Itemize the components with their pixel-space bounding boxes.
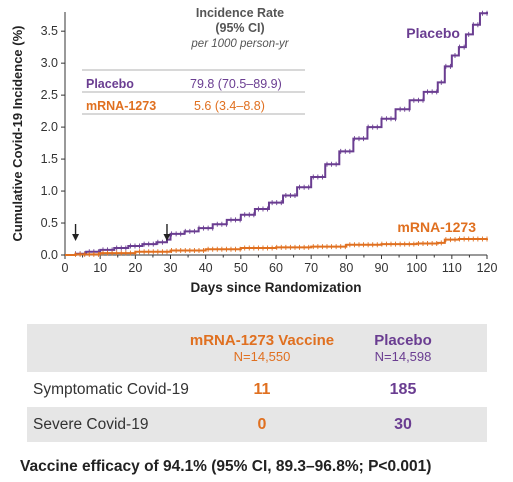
- inset-unit-note: per 1000 person-yr: [191, 38, 289, 50]
- y-tick-label: 1.5: [41, 152, 58, 166]
- summary-table-header: mRNA-1273 Vaccine N=14,550 Placebo N=14,…: [27, 324, 487, 372]
- x-tick-label: 110: [442, 261, 462, 275]
- inset-row-value-placebo: 79.8 (70.5–89.9): [190, 77, 282, 91]
- placebo-series-label: Placebo: [406, 25, 460, 41]
- placebo-column-n: N=14,598: [374, 349, 432, 364]
- x-tick-label: 60: [269, 261, 283, 275]
- y-tick-label: 0.0: [41, 248, 58, 262]
- y-tick-label: 3.5: [41, 24, 58, 38]
- x-axis-label: Days since Randomization: [190, 280, 361, 295]
- x-tick-label: 120: [477, 261, 498, 275]
- vaccine-count: 11: [253, 380, 271, 398]
- mrna-censor-marks: [75, 236, 488, 257]
- placebo-count: 30: [394, 415, 412, 433]
- inset-row-label-mrna: mRNA-1273: [86, 99, 157, 113]
- x-tick-label: 20: [128, 261, 142, 275]
- vaccine-column-header: mRNA-1273 Vaccine N=14,550: [187, 332, 337, 364]
- y-tick-label: 3.0: [41, 56, 58, 70]
- row-label: Severe Covid-19: [33, 415, 149, 433]
- x-tick-label: 0: [62, 261, 69, 275]
- x-tick-label: 50: [234, 261, 248, 275]
- y-tick-label: 0.5: [41, 216, 58, 230]
- x-tick-label: 80: [339, 261, 353, 275]
- summary-table: mRNA-1273 Vaccine N=14,550 Placebo N=14,…: [27, 324, 487, 442]
- inset-header: Incidence Rate: [195, 6, 285, 20]
- y-tick-label: 1.0: [41, 184, 58, 198]
- inset-subheader: (95% CI): [215, 21, 265, 35]
- x-tick-label: 100: [406, 261, 427, 275]
- placebo-curve: [65, 12, 488, 256]
- vaccine-efficacy-footer: Vaccine efficacy of 94.1% (95% CI, 89.3–…: [20, 458, 432, 475]
- mrna-series-label: mRNA-1273: [397, 219, 476, 235]
- vaccine-count: 0: [257, 415, 267, 433]
- row-label: Symptomatic Covid-19: [33, 380, 189, 398]
- dose-arrow-head: [72, 234, 80, 241]
- placebo-column-header: Placebo N=14,598: [343, 332, 463, 364]
- dose-arrow-head: [163, 234, 171, 241]
- placebo-count: 185: [389, 380, 417, 398]
- inset-row-value-mrna: 5.6 (3.4–8.8): [194, 99, 265, 113]
- vaccine-column-name: mRNA-1273 Vaccine: [189, 332, 335, 349]
- x-tick-label: 70: [304, 261, 318, 275]
- x-tick-label: 30: [164, 261, 178, 275]
- y-tick-label: 2.5: [41, 88, 58, 102]
- x-tick-label: 10: [93, 261, 107, 275]
- x-tick-label: 90: [375, 261, 389, 275]
- y-tick-label: 2.0: [41, 120, 58, 134]
- table-row: Severe Covid-19 0 30: [27, 407, 487, 442]
- kaplan-meier-chart: 0 10 20 30 40 50 60 70 80 90 100 110 120 0.0 0.5 1.0 1.5…: [10, 10, 498, 295]
- x-tick-label: 40: [199, 261, 213, 275]
- inset-row-label-placebo: Placebo: [86, 77, 134, 91]
- y-axis-label: Cumulative Covid-19 Incidence (%): [10, 26, 25, 242]
- table-row: Symptomatic Covid-19 11 185: [27, 372, 487, 407]
- vaccine-column-n: N=14,550: [233, 349, 291, 364]
- placebo-column-name: Placebo: [374, 332, 432, 349]
